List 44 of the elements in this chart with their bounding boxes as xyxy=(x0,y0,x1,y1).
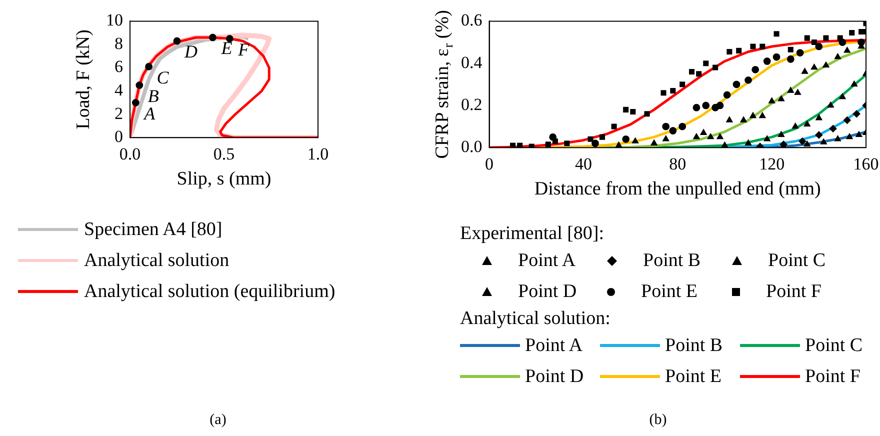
x-axis-title: Slip, s (mm) xyxy=(176,168,272,190)
annotation: E xyxy=(220,38,232,58)
x-tick-label: 120 xyxy=(759,154,785,174)
y-tick-label: 10 xyxy=(106,10,123,30)
y-tick-label: 4 xyxy=(114,80,124,100)
legend-label: Analytical solution xyxy=(84,249,230,273)
legend-label: Analytical solution (equilibrium) xyxy=(84,280,336,304)
annotation: F xyxy=(237,39,250,60)
legend-label: Point A xyxy=(525,334,583,358)
legend-label: Point A xyxy=(518,249,576,273)
annotation: A xyxy=(143,103,156,124)
y-tick-label: 0.4 xyxy=(461,52,483,72)
y-tick-label: 8 xyxy=(114,34,123,53)
legend-title: Experimental [80]: xyxy=(460,222,606,246)
y-axis-title: CFRP strain, εr (%) xyxy=(432,10,456,159)
x-tick-label: 40 xyxy=(574,154,592,174)
y-tick-label: 0 xyxy=(114,127,123,146)
text: (a) xyxy=(208,412,228,429)
annotation: B xyxy=(148,86,159,106)
x-tick-label: 160 xyxy=(853,154,879,174)
legend-label: Point D xyxy=(518,280,577,304)
legend-label: Point E xyxy=(665,365,722,389)
legend-label: Point E xyxy=(641,280,698,304)
legend-label: Point F xyxy=(766,280,822,304)
legend-label: Point B xyxy=(665,334,723,358)
legend-label: Point C xyxy=(805,334,863,358)
legend-label: Point C xyxy=(768,249,826,273)
annotation: D xyxy=(184,42,198,62)
text: Analytical solution: xyxy=(460,307,612,331)
y-axis-title: Load, F (kN) xyxy=(72,30,94,130)
y-tick-label: 2 xyxy=(114,104,123,123)
x-tick-label: 80 xyxy=(669,154,686,174)
x-tick-label: 0.5 xyxy=(213,144,235,164)
legend-label: Point D xyxy=(525,365,584,389)
annotation: C xyxy=(156,67,170,88)
legend-label: Point B xyxy=(643,249,701,273)
x-tick-label: 1.0 xyxy=(307,144,329,164)
y-tick-label: 6 xyxy=(114,57,123,76)
text: (b) xyxy=(648,412,668,429)
legend-label: Point F xyxy=(805,365,860,389)
y-tick-label: 0.2 xyxy=(461,94,482,114)
x-axis-title: Distance from the unpulled end (mm) xyxy=(534,178,821,200)
legend-label: Specimen A4 [80] xyxy=(84,218,222,242)
y-tick-label: 0.6 xyxy=(461,10,482,30)
